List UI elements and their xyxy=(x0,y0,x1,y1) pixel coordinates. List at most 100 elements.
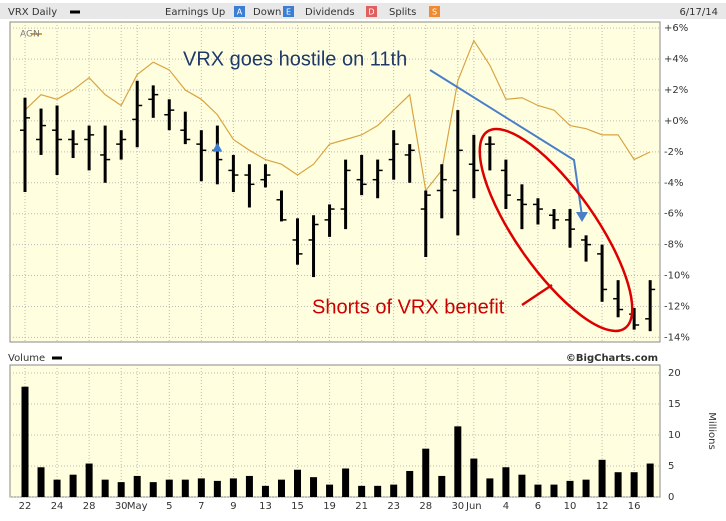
x-tick-label: 10 xyxy=(564,501,577,512)
y-tick-label: 20 xyxy=(668,368,681,379)
bar xyxy=(614,472,622,497)
bar xyxy=(438,475,446,497)
bar xyxy=(598,459,606,497)
icon xyxy=(283,6,294,17)
y-tick-label: -12% xyxy=(664,301,690,312)
icon xyxy=(234,6,245,17)
x-tick-label: 13 xyxy=(259,501,272,512)
bar xyxy=(53,479,61,497)
bar xyxy=(85,463,93,497)
y-tick-label: -10% xyxy=(664,271,690,282)
x-tick-label: 23 xyxy=(387,501,400,512)
x-tick-label: 12 xyxy=(596,501,609,512)
bar xyxy=(374,485,382,497)
legend-label: Earnings Up xyxy=(165,7,225,18)
bar xyxy=(181,479,189,497)
y-tick-label: 10 xyxy=(668,430,681,441)
bar xyxy=(630,472,638,497)
annotation: Shorts of VRX benefit xyxy=(312,296,505,318)
x-tick-label: 7 xyxy=(198,501,204,512)
bar xyxy=(294,469,302,497)
bar xyxy=(213,480,221,497)
annotation: VRX goes hostile on 11th xyxy=(183,48,407,70)
y-tick-label: 15 xyxy=(668,399,681,410)
bar xyxy=(454,426,462,497)
bar xyxy=(518,474,526,497)
x-tick-label: 30 xyxy=(451,501,464,512)
bar xyxy=(582,479,590,497)
icon-letter: A xyxy=(237,8,243,17)
bar xyxy=(342,468,350,497)
icon-letter: S xyxy=(432,8,437,17)
x-tick-label: 22 xyxy=(19,501,32,512)
legend-label: AGN xyxy=(20,30,40,40)
bar xyxy=(550,484,558,497)
y-tick-label: +0% xyxy=(664,116,688,127)
bar xyxy=(245,475,253,497)
x-tick-label: 24 xyxy=(51,501,64,512)
bar xyxy=(165,479,173,497)
y-tick-label: 5 xyxy=(668,461,674,472)
y-tick-label: -6% xyxy=(664,209,683,220)
y-tick-label: +2% xyxy=(664,85,688,96)
y-tick-label: -2% xyxy=(664,147,683,158)
bar xyxy=(470,458,478,497)
bar xyxy=(261,485,269,497)
bar xyxy=(390,484,398,497)
marks: 22 24 28 30 May 5 7 9 13 15 19 21 23 28 30 Jun 4 6 10 12 16+… xyxy=(10,22,690,512)
bar xyxy=(101,479,109,497)
legend-label: Down xyxy=(253,7,281,18)
x-tick-label: 4 xyxy=(503,501,509,512)
earnings-marker xyxy=(212,142,223,152)
bar xyxy=(229,478,237,497)
volume-title: Volume xyxy=(8,353,45,364)
bar xyxy=(646,463,654,497)
bar xyxy=(566,480,574,497)
x-tick-label: 30 xyxy=(115,501,128,512)
bar xyxy=(117,482,125,497)
line-series xyxy=(24,39,651,192)
x-tick-label: 19 xyxy=(323,501,336,512)
bar xyxy=(197,478,205,497)
arrowhead xyxy=(576,212,588,222)
bar xyxy=(277,479,285,497)
volume-panel xyxy=(9,364,661,498)
icon-letter: E xyxy=(286,8,291,17)
y-tick-label: -14% xyxy=(664,332,690,343)
icon xyxy=(366,6,377,17)
bar xyxy=(69,474,77,497)
x-tick-label: 5 xyxy=(166,501,172,512)
legend-label: Splits xyxy=(389,7,416,18)
bar xyxy=(406,470,414,497)
bar xyxy=(21,386,29,497)
x-tick-label: 21 xyxy=(355,501,368,512)
chart-title: VRX Daily xyxy=(8,7,57,18)
x-tick-label: 15 xyxy=(291,501,304,512)
x-tick-label: Jun xyxy=(465,501,482,512)
x-tick-label: 9 xyxy=(230,501,236,512)
bar xyxy=(502,467,510,497)
x-tick-label: 16 xyxy=(628,501,641,512)
x-tick-label: 28 xyxy=(83,501,96,512)
credit: ©BigCharts.com xyxy=(566,353,658,364)
bar xyxy=(37,467,45,497)
arrow xyxy=(429,69,583,217)
y-tick-label: -8% xyxy=(664,240,683,251)
y-tick-label: +4% xyxy=(664,54,688,65)
bar xyxy=(358,485,366,497)
legend-label: Dividends xyxy=(305,7,355,18)
bar xyxy=(310,477,318,497)
x-tick-label: May xyxy=(127,501,148,512)
y-axis-label: Millions xyxy=(706,412,717,449)
pointer xyxy=(521,283,553,307)
y-tick-label: -4% xyxy=(664,178,683,189)
bar xyxy=(326,484,334,497)
bar xyxy=(133,475,141,497)
date: 6/17/14 xyxy=(679,7,718,18)
header-bar xyxy=(0,3,726,19)
icon xyxy=(429,6,440,17)
y-tick-label: +6% xyxy=(664,23,688,34)
y-tick-label: 0 xyxy=(668,492,674,503)
x-tick-label: 28 xyxy=(419,501,432,512)
